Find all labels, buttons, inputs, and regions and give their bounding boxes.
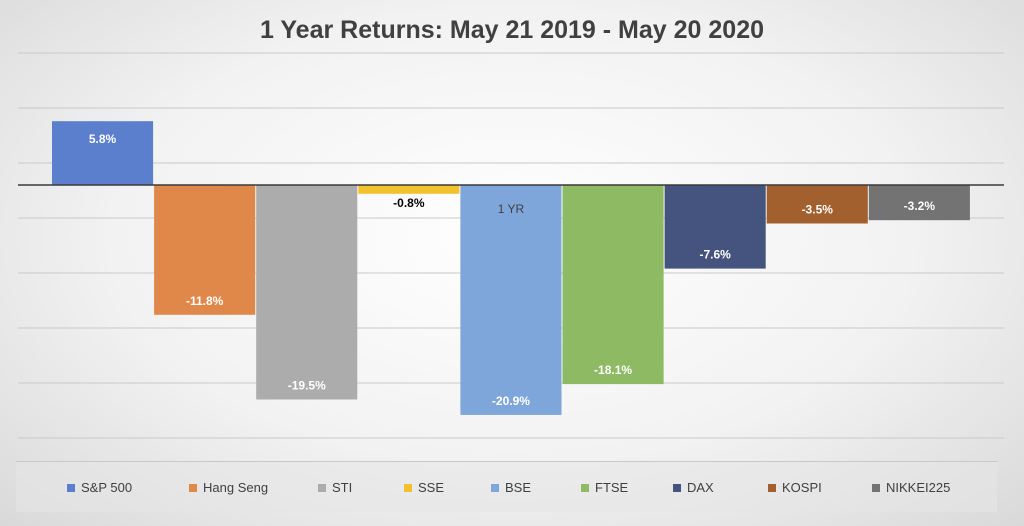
legend-item-nikkei225: NIKKEI225 (872, 480, 950, 495)
bar-nikkei225 (868, 185, 970, 221)
legend-label: S&P 500 (81, 480, 133, 495)
legend-label: STI (332, 480, 353, 495)
legend-item-hang-seng: Hang Seng (189, 480, 268, 495)
legend-label: Hang Seng (203, 480, 269, 495)
category-axis-label: 1 YR (498, 202, 525, 216)
legend-swatch (491, 483, 499, 492)
bar-kospi (766, 185, 868, 224)
data-label-s-p-500: 5.8% (89, 132, 117, 146)
legend (16, 461, 997, 512)
legend-item-sti: STI (318, 480, 352, 495)
legend-swatch (404, 483, 412, 492)
bar-sti (256, 185, 358, 400)
bar-s-p-500 (52, 121, 154, 185)
data-label-sse: -0.8% (393, 196, 425, 210)
data-label-bse: -20.9% (492, 394, 530, 408)
data-label-ftse: -18.1% (594, 363, 632, 377)
legend-swatch (318, 483, 326, 492)
bar-sse (358, 185, 460, 194)
legend-label: DAX (687, 480, 714, 495)
legend-swatch (581, 483, 589, 492)
legend-label: KOSPI (782, 480, 822, 495)
legend-label: FTSE (595, 480, 629, 495)
data-label-sti: -19.5% (288, 379, 326, 393)
chart-title: 1 Year Returns: May 21 2019 - May 20 202… (259, 16, 765, 44)
data-label-dax: -7.6% (699, 248, 731, 262)
legend-item-dax: DAX (673, 480, 714, 495)
legend-label: SSE (418, 480, 445, 495)
bar-ftse (562, 185, 664, 385)
legend-swatch (189, 483, 197, 492)
legend-label: BSE (505, 480, 532, 495)
legend-swatch (67, 483, 75, 492)
bar-bse (460, 185, 562, 415)
data-label-kospi: -3.5% (802, 203, 834, 217)
legend-item-bse: BSE (491, 480, 531, 495)
legend-item-s-p-500: S&P 500 (67, 480, 132, 495)
data-label-nikkei225: -3.2% (904, 199, 936, 213)
bar-hang-seng (154, 185, 256, 315)
legend-swatch (768, 483, 776, 492)
data-label-hang-seng: -11.8% (186, 294, 224, 308)
legend-item-ftse: FTSE (581, 480, 628, 495)
legend-label: NIKKEI225 (886, 480, 951, 495)
legend-swatch (872, 483, 880, 492)
legend-item-kospi: KOSPI (768, 480, 822, 495)
legend-swatch (673, 483, 681, 492)
bar-dax (664, 185, 766, 269)
legend-item-sse: SSE (404, 480, 444, 495)
